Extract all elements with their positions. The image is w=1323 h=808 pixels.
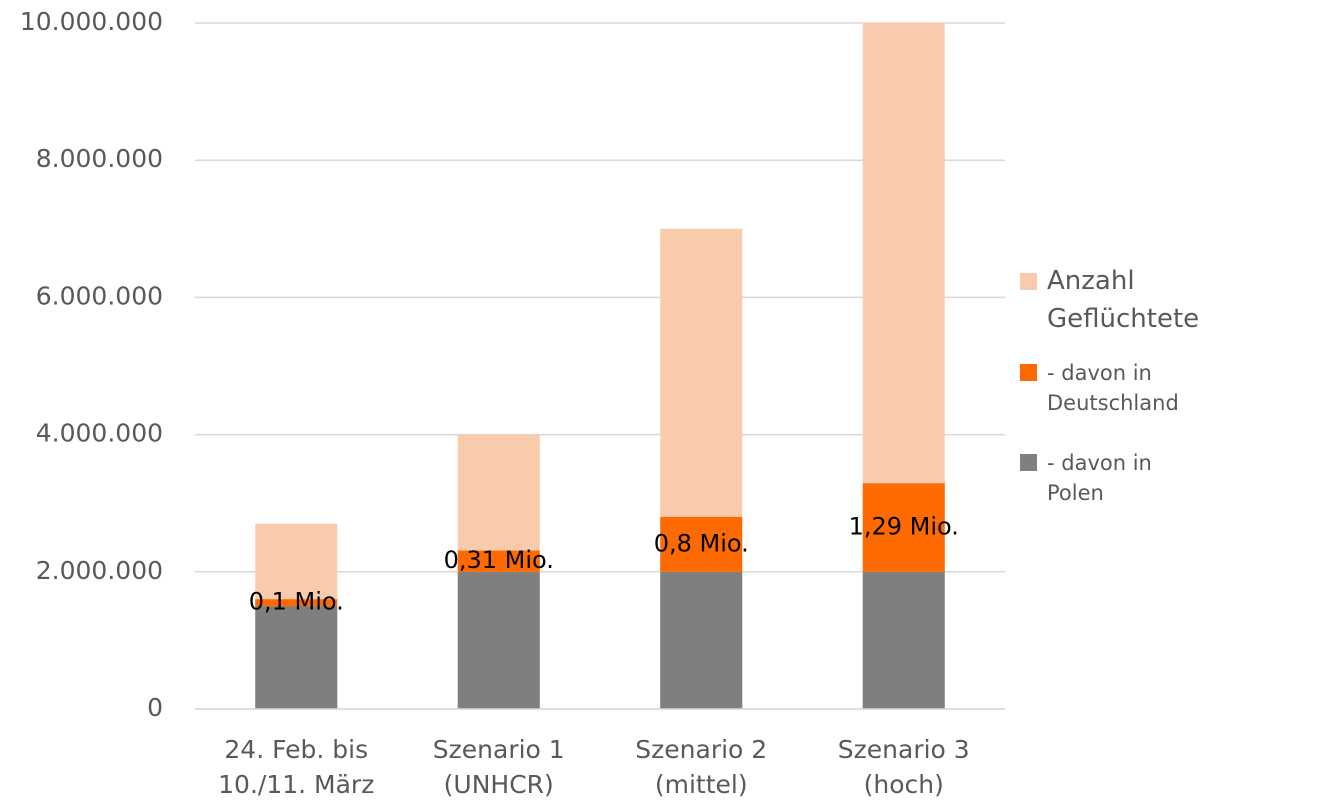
legend-item: Anzahl Geflüchtete bbox=[1020, 262, 1287, 338]
x-tick-label: 10./11. März bbox=[218, 770, 374, 799]
legend-item: - davon in Polen bbox=[1020, 448, 1197, 508]
bar-segment bbox=[660, 571, 743, 709]
x-tick-label: (mittel) bbox=[655, 770, 748, 799]
bar-segment bbox=[862, 571, 945, 709]
legend-swatch bbox=[1020, 454, 1037, 471]
legend-label: - davon in Deutschland bbox=[1047, 361, 1179, 415]
y-tick-label: 8.000.000 bbox=[36, 144, 163, 173]
data-label: 0,8 Mio. bbox=[654, 529, 749, 557]
y-tick-label: 4.000.000 bbox=[36, 419, 163, 448]
bar-segment bbox=[862, 483, 945, 572]
legend-item: - davon in Deutschland bbox=[1020, 358, 1197, 418]
bar-segment bbox=[457, 571, 540, 709]
bar-segment bbox=[660, 516, 743, 572]
x-tick-label: Szenario 2 bbox=[635, 735, 767, 764]
y-tick-label: 2.000.000 bbox=[36, 556, 163, 585]
legend-label: - davon in Polen bbox=[1047, 451, 1152, 505]
legend-swatch bbox=[1020, 364, 1037, 381]
y-tick-label: 6.000.000 bbox=[36, 281, 163, 310]
legend-label: Anzahl Geflüchtete bbox=[1047, 266, 1200, 334]
data-label: 1,29 Mio. bbox=[849, 513, 959, 541]
x-tick-label: Szenario 1 bbox=[433, 735, 565, 764]
chart: 0 2.000.000 4.000.000 6.000.000 8.000.000 10.… bbox=[20, 7, 1005, 799]
bar-segment bbox=[457, 550, 540, 572]
data-label: 0,1 Mio. bbox=[249, 588, 344, 616]
x-tick-label: (hoch) bbox=[864, 770, 944, 799]
x-tick-label: (UNHCR) bbox=[444, 770, 554, 799]
legend-swatch bbox=[1020, 273, 1037, 290]
y-tick-label: 10.000.000 bbox=[20, 7, 163, 36]
bar-segment bbox=[255, 599, 338, 607]
y-tick-label: 0 bbox=[147, 693, 163, 722]
x-tick-label: Szenario 3 bbox=[838, 735, 970, 764]
data-label: 0,31 Mio. bbox=[444, 546, 554, 574]
bar-segment bbox=[255, 606, 338, 709]
x-tick-label: 24. Feb. bis bbox=[224, 735, 368, 764]
